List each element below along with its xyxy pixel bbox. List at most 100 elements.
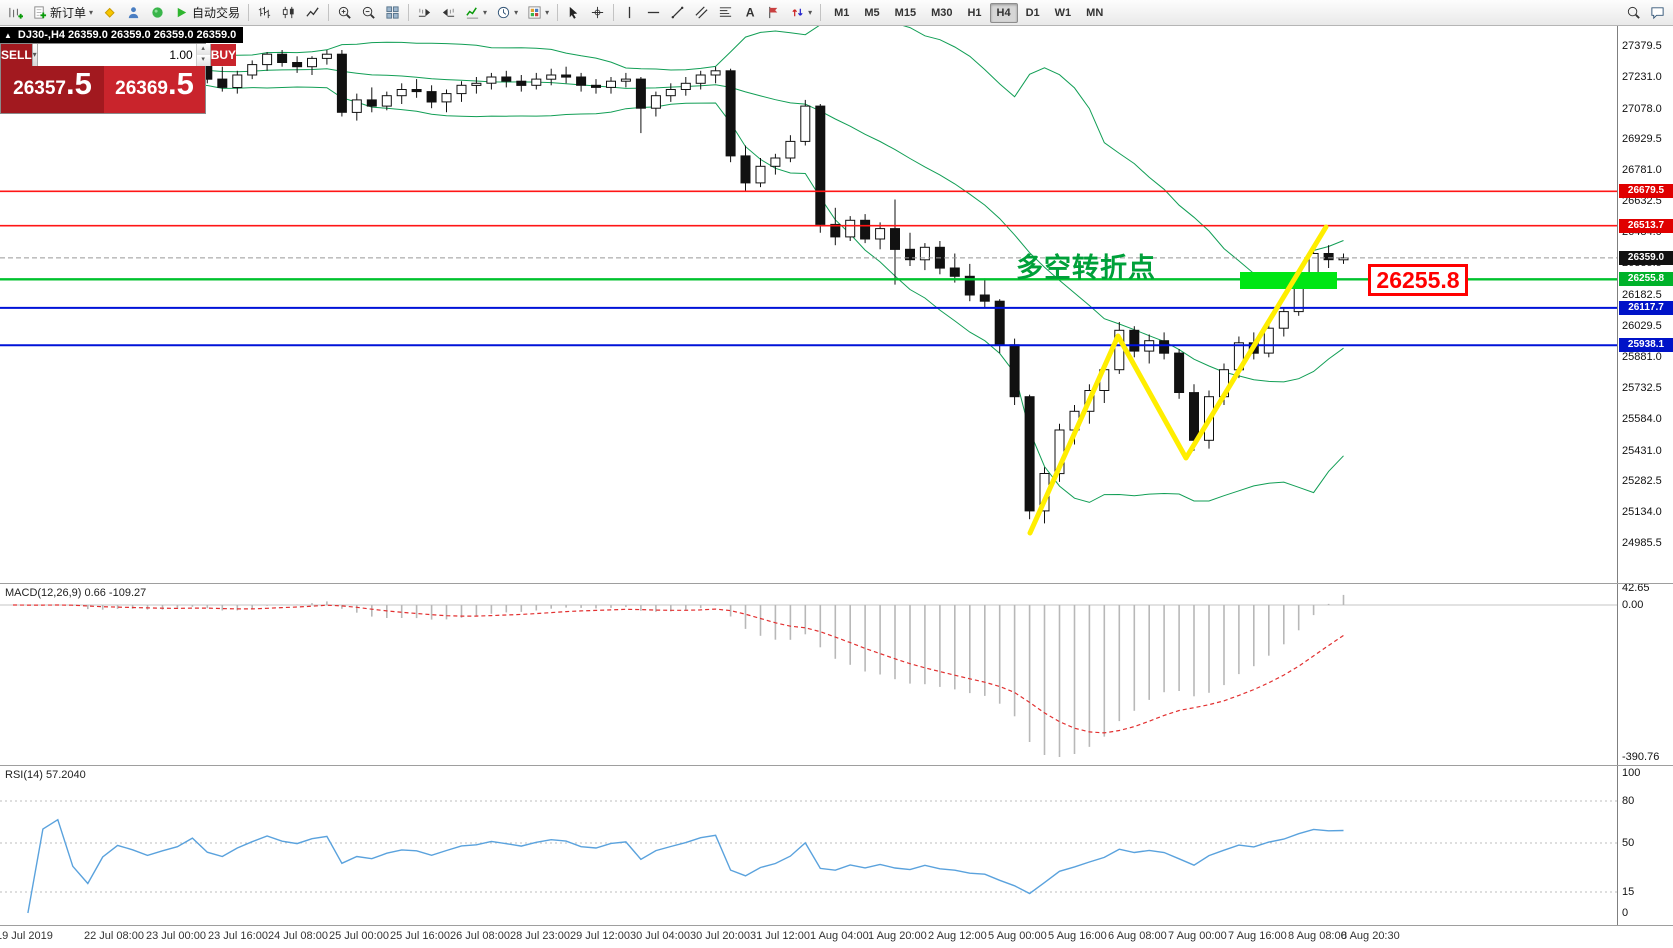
time-label: 22 Jul 08:00	[84, 930, 144, 942]
candlestick-icon	[281, 5, 296, 20]
time-label: 23 Jul 00:00	[146, 930, 206, 942]
new-order-button[interactable]: 新订单 ▾	[28, 2, 97, 23]
candle-bearish	[366, 99, 377, 107]
mql-market-button[interactable]	[98, 2, 121, 23]
caret-down-icon: ▾	[545, 7, 550, 17]
chat-button[interactable]	[1646, 2, 1669, 23]
main-chart-svg[interactable]	[0, 26, 1617, 583]
candle-bullish	[262, 53, 273, 66]
timeframe-h1[interactable]: H1	[960, 3, 988, 23]
toolbar-separator	[408, 4, 410, 21]
fibonacci-button[interactable]	[714, 2, 737, 23]
sell-button[interactable]: SELL	[1, 44, 32, 66]
volume-input[interactable]	[37, 44, 196, 66]
candle-bearish	[964, 275, 975, 296]
arrows-button[interactable]: ▾	[786, 2, 816, 23]
candle-bullish	[875, 228, 886, 240]
horizontal-line-button[interactable]	[642, 2, 665, 23]
community-button[interactable]	[122, 2, 145, 23]
bollinger-middle-band	[12, 63, 1344, 383]
time-label: 23 Jul 16:00	[208, 930, 268, 942]
auto-scroll-button[interactable]	[413, 2, 436, 23]
timeframe-w1[interactable]: W1	[1048, 3, 1079, 23]
chart-shift-button[interactable]	[437, 2, 460, 23]
zoom-out-icon	[361, 5, 376, 20]
zoom-out-button[interactable]	[357, 2, 380, 23]
time-label: 30 Jul 04:00	[630, 930, 690, 942]
time-label: 1 Aug 04:00	[810, 930, 869, 942]
toolbar-separator	[248, 4, 250, 21]
sell-price[interactable]: 26357.5	[1, 66, 104, 113]
new-chart-button[interactable]	[4, 2, 27, 23]
symbol-info: ▲ DJ30-,H4 26359.0 26359.0 26359.0 26359…	[0, 27, 244, 43]
search-button[interactable]	[1622, 2, 1645, 23]
cursor-button[interactable]	[562, 2, 585, 23]
spinner-down-icon[interactable]: ▾	[196, 55, 210, 66]
time-axis[interactable]: 19 Jul 2019 22 Jul 08:00 23 Jul 00:00 23 Ju…	[0, 926, 1673, 948]
text-button[interactable]: A	[738, 2, 761, 23]
timeframe-d1[interactable]: D1	[1019, 3, 1047, 23]
timeframe-m5[interactable]: M5	[857, 3, 886, 23]
price-axis[interactable]: 27379.5 27231.0 27078.0 26929.5 26781.0 26632…	[1617, 26, 1673, 925]
indicators-button[interactable]: ▾	[461, 2, 491, 23]
time-label: 7 Aug 00:00	[1168, 930, 1227, 942]
caret-down-icon: ▾	[808, 7, 813, 17]
candle-bearish	[740, 155, 751, 184]
buy-button[interactable]: BUY	[210, 44, 237, 66]
alerts-button[interactable]	[146, 2, 169, 23]
trendline-button[interactable]	[666, 2, 689, 23]
timeframe-m1[interactable]: M1	[827, 3, 856, 23]
candle-bullish	[665, 89, 676, 97]
candle-bearish	[217, 78, 228, 88]
candle-bearish	[979, 294, 990, 302]
search-icon	[1626, 5, 1641, 20]
line-chart-button[interactable]	[301, 2, 324, 23]
spinner-up-icon[interactable]: ▴	[196, 44, 210, 55]
zigzag-annotation[interactable]	[1027, 224, 1329, 536]
timeframe-mn[interactable]: MN	[1079, 3, 1110, 23]
candle-bullish	[232, 74, 243, 88]
candle-bullish	[351, 99, 362, 113]
candlestick-chart-button[interactable]	[277, 2, 300, 23]
candle-bullish	[785, 140, 796, 159]
buy-price-fraction: .5	[167, 66, 194, 101]
rsi-svg[interactable]	[0, 765, 1617, 925]
candle-bearish	[725, 70, 736, 157]
price-tick: 24985.5	[1622, 537, 1662, 549]
periods-button[interactable]: ▾	[492, 2, 522, 23]
buy-price[interactable]: 26369.5	[104, 66, 205, 113]
rsi-axis-label: 0	[1622, 907, 1629, 919]
vertical-line-button[interactable]	[618, 2, 641, 23]
macd-svg[interactable]	[0, 583, 1617, 765]
price-callout-box[interactable]: 26255.8	[1368, 264, 1468, 296]
volume-spinner: ▴ ▾	[195, 44, 210, 66]
timeframe-m15[interactable]: M15	[888, 3, 923, 23]
channel-button[interactable]	[690, 2, 713, 23]
panel-separator[interactable]	[0, 765, 1673, 766]
person-icon	[126, 5, 141, 20]
price-tick: 25134.0	[1622, 506, 1662, 519]
crosshair-icon	[590, 5, 605, 20]
price-badge-26255.8: 26255.8	[1619, 272, 1673, 287]
highlight-zone[interactable]	[1240, 272, 1337, 289]
autotrading-button[interactable]: 自动交易	[170, 2, 244, 23]
templates-button[interactable]: ▾	[523, 2, 553, 23]
time-label: 24 Jul 08:00	[268, 930, 328, 942]
cursor-icon	[566, 5, 581, 20]
crosshair-button[interactable]	[586, 2, 609, 23]
turning-point-annotation[interactable]: 多空转折点	[1016, 253, 1156, 283]
timeframe-h4[interactable]: H4	[989, 2, 1018, 23]
label-button[interactable]	[762, 2, 785, 23]
volume-dropdown-button[interactable]: ▾	[31, 44, 38, 66]
candle-bearish	[1009, 344, 1020, 398]
time-label: 5 Aug 00:00	[988, 930, 1047, 942]
caret-down-icon: ▾	[483, 7, 488, 17]
panel-separator[interactable]	[0, 583, 1673, 584]
candle-bearish	[1129, 329, 1140, 352]
bar-chart-button[interactable]	[253, 2, 276, 23]
zoom-in-button[interactable]	[333, 2, 356, 23]
timeframe-m30[interactable]: M30	[924, 3, 959, 23]
timeframe-toolbar: M1 M5 M15 M30 H1 H4 D1 W1 MN	[827, 2, 1110, 23]
tile-windows-button[interactable]	[381, 2, 404, 23]
